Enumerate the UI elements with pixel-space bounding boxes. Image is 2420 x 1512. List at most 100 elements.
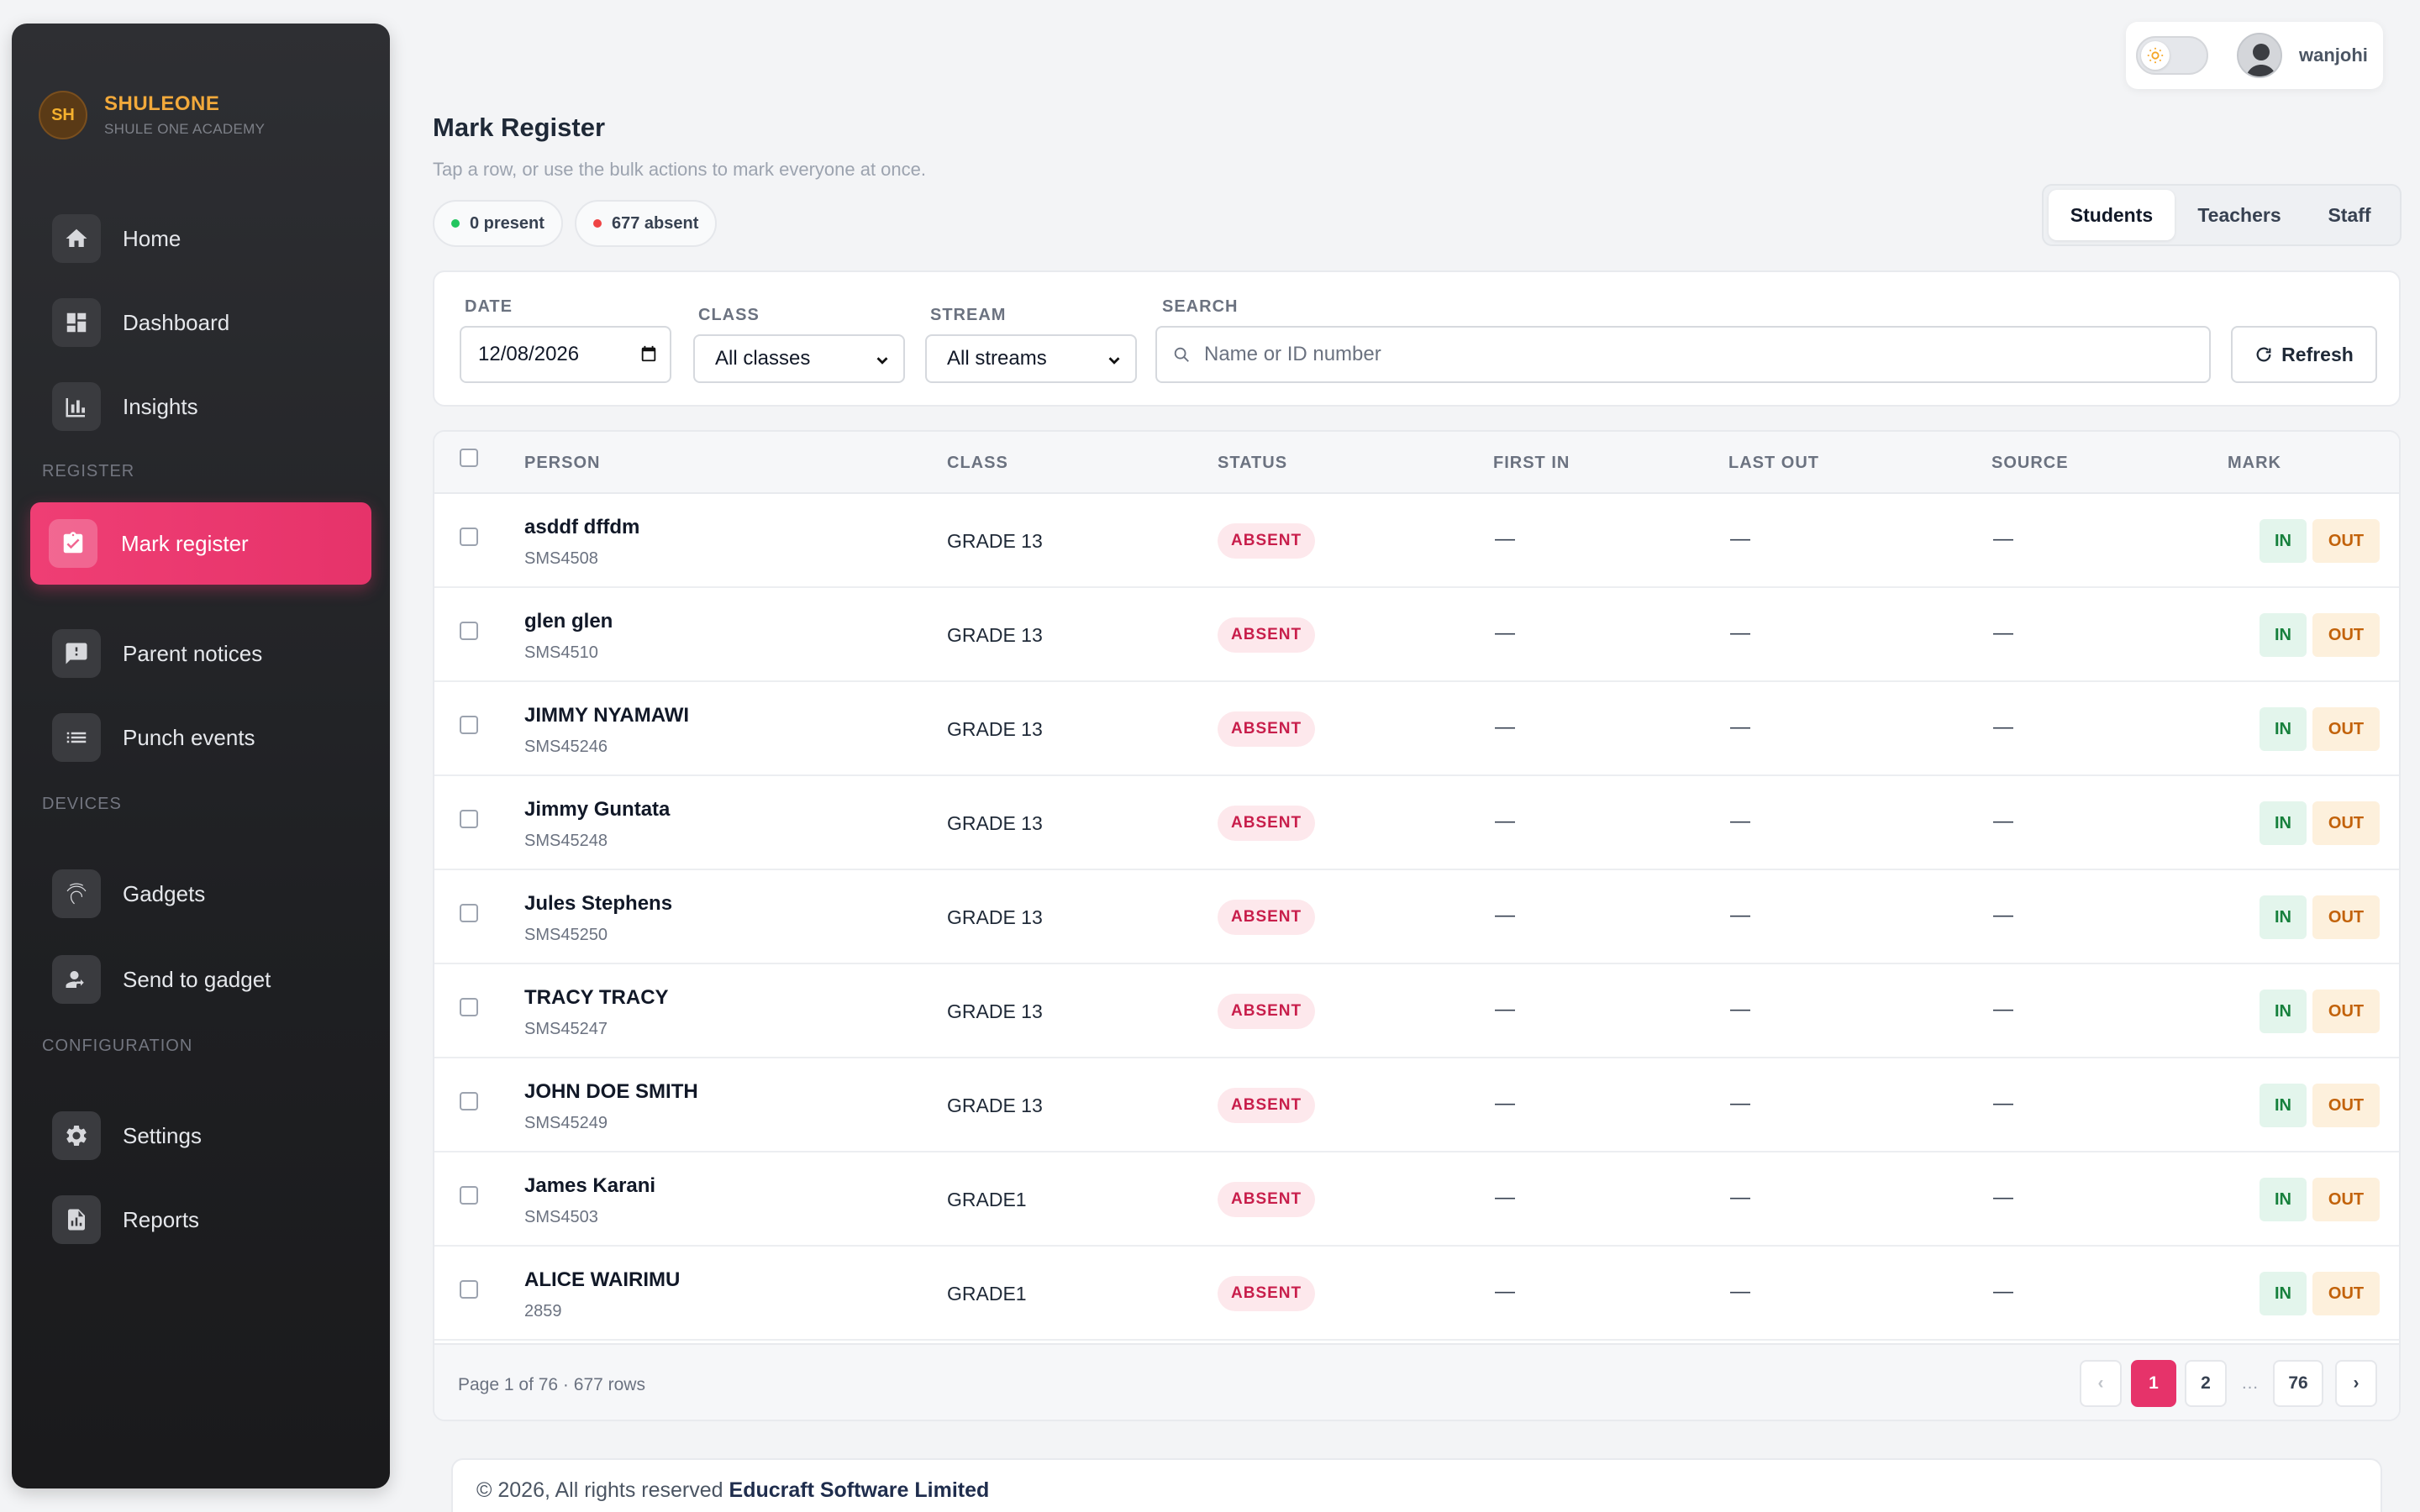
sidebar-item-gadgets[interactable]: Gadgets — [30, 853, 371, 934]
tab-teachers[interactable]: Teachers — [2197, 203, 2281, 226]
page-button-76[interactable]: 76 — [2273, 1360, 2323, 1407]
mark-out-button[interactable]: OUT — [2312, 707, 2380, 751]
first-in-cell: — — [1495, 1092, 1515, 1115]
table-row[interactable]: ALICE WAIRIMU 2859 GRADE1 ABSENT — — — IN OUT — [434, 1247, 2399, 1341]
refresh-button[interactable]: Refresh — [2231, 326, 2377, 383]
mark-out-button[interactable]: OUT — [2312, 801, 2380, 845]
filter-bar: DATE 12/08/2026 CLASS All classes STREAM… — [433, 270, 2401, 407]
tab-students[interactable]: Students — [2049, 190, 2175, 240]
section-label-devices: DEVICES — [42, 795, 122, 813]
page-info: Page 1 of 76 · 677 rows — [458, 1375, 645, 1394]
source-cell: — — [1993, 904, 2013, 927]
sidebar-item-parent-notices[interactable]: Parent notices — [30, 613, 371, 694]
absent-dot-icon — [593, 219, 602, 228]
brand[interactable]: SH SHULEONE SHULE ONE ACADEMY — [39, 91, 265, 139]
stream-select[interactable]: All streams — [925, 334, 1137, 383]
status-badge: ABSENT — [1218, 711, 1316, 747]
sidebar-item-reports[interactable]: Reports — [30, 1179, 371, 1260]
mark-in-button[interactable]: IN — [2260, 613, 2307, 657]
sidebar-item-settings[interactable]: Settings — [30, 1095, 371, 1176]
section-label-register: REGISTER — [42, 462, 135, 480]
first-in-cell: — — [1495, 1186, 1515, 1209]
sidebar-item-mark-register[interactable]: Mark register — [30, 502, 371, 585]
select-all-checkbox[interactable] — [460, 449, 478, 467]
mark-in-button[interactable]: IN — [2260, 1084, 2307, 1127]
row-checkbox[interactable] — [460, 1092, 478, 1110]
column-header-class[interactable]: CLASS — [947, 454, 1008, 472]
username[interactable]: wanjohi — [2299, 45, 2368, 66]
sidebar-item-label: Home — [123, 225, 182, 251]
mark-in-button[interactable]: IN — [2260, 519, 2307, 563]
row-checkbox[interactable] — [460, 998, 478, 1016]
mark-in-button[interactable]: IN — [2260, 1178, 2307, 1221]
user-menu: wanjohi — [2126, 22, 2383, 89]
brand-subtitle: SHULE ONE ACADEMY — [104, 121, 266, 137]
first-in-cell: — — [1495, 528, 1515, 550]
chevron-down-icon — [876, 357, 888, 365]
page-button-2[interactable]: 2 — [2185, 1360, 2227, 1407]
row-checkbox[interactable] — [460, 622, 478, 640]
last-out-cell: — — [1730, 1186, 1750, 1209]
table-row[interactable]: TRACY TRACY SMS45247 GRADE 13 ABSENT — — — IN OU… — [434, 964, 2399, 1058]
search-icon — [1174, 347, 1189, 362]
column-header-status[interactable]: STATUS — [1218, 454, 1288, 472]
mark-out-button[interactable]: OUT — [2312, 1178, 2380, 1221]
mark-out-button[interactable]: OUT — [2312, 1084, 2380, 1127]
sidebar-item-send-to-gadget[interactable]: Send to gadget — [30, 939, 371, 1020]
mark-in-button[interactable]: IN — [2260, 707, 2307, 751]
page-button-1[interactable]: 1 — [2131, 1360, 2176, 1407]
theme-toggle[interactable] — [2136, 36, 2208, 75]
date-input[interactable]: 12/08/2026 — [460, 326, 671, 383]
column-header-person[interactable]: PERSON — [524, 454, 601, 472]
sidebar-item-home[interactable]: Home — [30, 198, 371, 279]
table-row[interactable]: JIMMY NYAMAWI SMS45246 GRADE 13 ABSENT — — — IN… — [434, 682, 2399, 776]
column-header-first-in[interactable]: FIRST IN — [1493, 454, 1570, 472]
tab-staff[interactable]: Staff — [2328, 203, 2371, 226]
mark-in-button[interactable]: IN — [2260, 801, 2307, 845]
source-cell: — — [1993, 716, 2013, 738]
search-label: SEARCH — [1162, 297, 1239, 316]
company-link[interactable]: Educraft Software Limited — [729, 1478, 990, 1502]
row-checkbox[interactable] — [460, 1186, 478, 1205]
prev-page-button[interactable]: ‹ — [2080, 1360, 2122, 1407]
mark-out-button[interactable]: OUT — [2312, 613, 2380, 657]
last-out-cell: — — [1730, 528, 1750, 550]
sidebar-item-insights[interactable]: Insights — [30, 366, 371, 447]
search-input[interactable]: Name or ID number — [1155, 326, 2211, 383]
stream-value: All streams — [947, 347, 1047, 370]
mark-in-button[interactable]: IN — [2260, 895, 2307, 939]
table-row[interactable]: Jimmy Guntata SMS45248 GRADE 13 ABSENT — — — IN… — [434, 776, 2399, 870]
table-row[interactable]: asddf dffdm SMS4508 GRADE 13 ABSENT — — — IN OUT — [434, 494, 2399, 588]
present-count: 0 present — [470, 213, 544, 233]
mark-out-button[interactable]: OUT — [2312, 519, 2380, 563]
mark-out-button[interactable]: OUT — [2312, 1272, 2380, 1315]
mark-out-button[interactable]: OUT — [2312, 990, 2380, 1033]
report-icon — [52, 1195, 101, 1244]
first-in-cell: — — [1495, 622, 1515, 644]
person-name: asddf dffdm — [524, 516, 640, 538]
row-checkbox[interactable] — [460, 904, 478, 922]
table-row[interactable]: JOHN DOE SMITH SMS45249 GRADE 13 ABSENT — — — I… — [434, 1058, 2399, 1152]
next-page-button[interactable]: › — [2335, 1360, 2377, 1407]
sidebar-item-dashboard[interactable]: Dashboard — [30, 282, 371, 363]
column-header-source[interactable]: SOURCE — [1991, 454, 2069, 472]
mark-in-button[interactable]: IN — [2260, 1272, 2307, 1315]
table-row[interactable]: James Karani SMS4503 GRADE1 ABSENT — — — IN OUT — [434, 1152, 2399, 1247]
row-checkbox[interactable] — [460, 810, 478, 828]
column-header-last-out[interactable]: LAST OUT — [1728, 454, 1819, 472]
class-cell: GRADE 13 — [947, 1000, 1043, 1022]
mark-out-button[interactable]: OUT — [2312, 895, 2380, 939]
sidebar-item-label: Gadgets — [123, 880, 206, 906]
class-cell: GRADE 13 — [947, 906, 1043, 928]
row-checkbox[interactable] — [460, 1280, 478, 1299]
table-row[interactable]: Jules Stephens SMS45250 GRADE 13 ABSENT — — — I… — [434, 870, 2399, 964]
avatar[interactable] — [2237, 33, 2282, 78]
person-id: 2859 — [524, 1302, 562, 1320]
class-select[interactable]: All classes — [693, 334, 905, 383]
brand-avatar: SH — [39, 91, 87, 139]
row-checkbox[interactable] — [460, 716, 478, 734]
mark-in-button[interactable]: IN — [2260, 990, 2307, 1033]
row-checkbox[interactable] — [460, 528, 478, 546]
sidebar-item-punch-events[interactable]: Punch events — [30, 697, 371, 778]
table-row[interactable]: glen glen SMS4510 GRADE 13 ABSENT — — — IN OUT — [434, 588, 2399, 682]
